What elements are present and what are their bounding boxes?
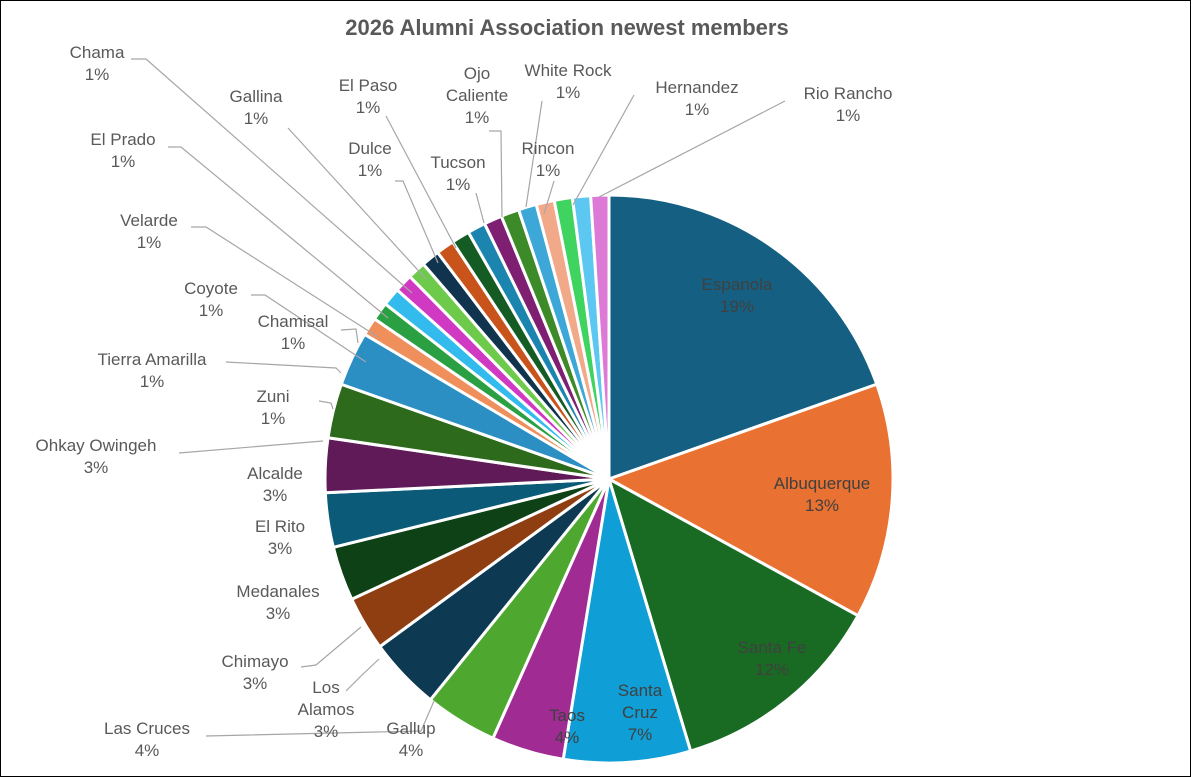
pie-slice-santa-cruz	[561, 477, 693, 765]
leader-line	[475, 192, 485, 224]
data-label: El Rito 3%	[255, 517, 305, 558]
leader-line	[225, 361, 342, 374]
data-label: Gallina 1%	[230, 87, 283, 128]
data-label: Los Alamos 3%	[298, 678, 355, 741]
data-label: Chamisal 1%	[258, 312, 329, 353]
leader-line	[131, 58, 413, 294]
pie-slice-albuquerque	[607, 382, 895, 618]
leader-line	[178, 440, 324, 454]
leader-line	[251, 294, 367, 363]
data-label: Hernandez 1%	[655, 78, 738, 119]
leader-line	[489, 130, 503, 218]
data-label: Santa Fe 12%	[738, 638, 807, 679]
pie-slice-rio-rancho	[589, 193, 611, 481]
data-label: El Paso 1%	[339, 76, 398, 117]
data-label: Chama 1%	[70, 43, 125, 84]
data-label: Taos 4%	[549, 706, 585, 747]
data-label: Dulce 1%	[348, 139, 391, 180]
pie-slice-espanola	[607, 193, 879, 481]
leader-line	[543, 180, 555, 215]
leader-line	[345, 658, 380, 692]
leader-line	[598, 100, 786, 198]
data-label: Ojo Caliente 1%	[446, 64, 508, 127]
data-label: Medanales 3%	[236, 582, 319, 623]
data-label: Ohkay Owingeh 3%	[36, 436, 157, 477]
data-label: Rio Rancho 1%	[804, 84, 893, 125]
leader-line	[395, 180, 439, 264]
data-label: Coyote 1%	[184, 279, 238, 320]
data-label: Velarde 1%	[120, 211, 178, 252]
leader-line	[318, 400, 334, 410]
data-label: Albuquerque 13%	[774, 474, 870, 515]
data-label: Tierra Amarilla 1%	[98, 350, 207, 391]
data-label: Santa Cruz 7%	[618, 681, 663, 744]
leader-line	[572, 94, 635, 206]
data-label: Alcalde 3%	[247, 464, 303, 505]
leader-line	[168, 146, 389, 319]
leader-line	[191, 226, 379, 338]
data-label: Chimayo 3%	[221, 652, 288, 693]
data-label: Las Cruces 4%	[104, 719, 190, 760]
data-label: White Rock 1%	[525, 61, 612, 102]
data-label: Rincon 1%	[522, 139, 575, 180]
leader-line	[525, 100, 543, 208]
leader-line	[287, 127, 427, 280]
data-label: El Prado 1%	[90, 130, 155, 171]
chart-title: 2026 Alumni Association newest members	[345, 15, 789, 40]
leader-line	[205, 700, 435, 737]
data-label: Zuni 1%	[256, 387, 289, 428]
data-label: Tucson 1%	[430, 153, 485, 194]
leader-line	[300, 626, 362, 668]
data-label: Gallup 4%	[386, 719, 435, 760]
leader-line	[385, 115, 457, 249]
data-label: Espanola 19%	[702, 275, 773, 316]
leader-line	[340, 328, 359, 344]
